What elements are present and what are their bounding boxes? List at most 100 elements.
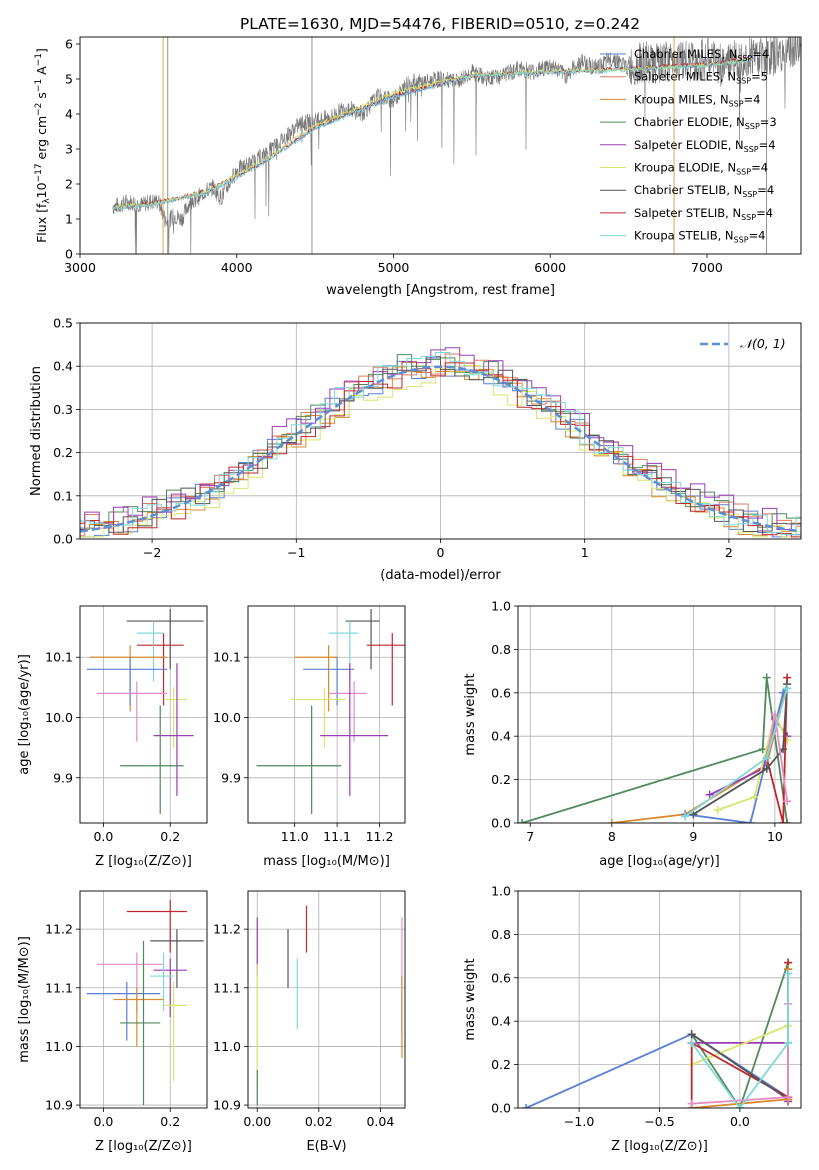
y-tick-label: 11.2 — [45, 922, 73, 937]
x-tick-label: 5000 — [378, 260, 410, 275]
model-line — [112, 56, 754, 210]
x-axis-label: Z [log₁₀(Z/Z⊙)] — [95, 854, 192, 869]
x-axis-label: E(B-V) — [306, 1139, 346, 1154]
y-tick-label: 1.0 — [491, 884, 511, 899]
y-tick-label: 6 — [65, 37, 73, 52]
y-tick-label: 1.0 — [491, 599, 511, 614]
age_vs_mass-panel: 11.0 11.1 11.2 9.9 10.0 10.1 mass [log₁₀(M/M⊙)… — [213, 605, 406, 869]
axes-frame — [79, 322, 802, 540]
x-tick-label: 6000 — [534, 260, 566, 275]
weight-marker — [735, 1104, 744, 1108]
legend-entry: Salpeter MILES, NSSP=5 — [634, 70, 768, 86]
y-tick-label: 0.8 — [491, 642, 511, 657]
y-tick-label: 0.5 — [53, 316, 73, 331]
plots-layer: 3000 4000 5000 6000 7000 0 1 2 3 4 5 6 Chabrier MILE… — [17, 37, 802, 1154]
x-tick-label: 0.00 — [243, 1114, 271, 1129]
legend-entry: Kroupa ELODIE, NSSP=4 — [634, 161, 768, 177]
y-tick-label: 11.0 — [45, 1039, 73, 1054]
weight-marker — [687, 1030, 696, 1039]
weight_vs_Z-panel: −1.0 −0.5 0.0 0.0 0.2 0.4 0.6 0.8 1.0 Z [log₁₀(Z/… — [463, 884, 802, 1154]
errorbar-point — [290, 687, 346, 748]
legend-entry: 𝒩(0, 1) — [740, 336, 786, 351]
residuals-legend: 𝒩(0, 1) — [700, 336, 786, 351]
mass_vs_ebv-panel: 0.00 0.02 0.04 10.9 11.0 11.1 11.2 E(B-V) — [213, 890, 406, 1154]
legend-entry: Chabrier STELIB, NSSP=4 — [634, 183, 774, 199]
y-tick-label: 11.1 — [213, 980, 241, 995]
errorbar-point — [320, 663, 389, 796]
figure-title: PLATE=1630, MJD=54476, FIBERID=0510, z=0… — [240, 15, 640, 33]
x-tick-label: 3000 — [64, 260, 96, 275]
x-axis-label: Z [log₁₀(Z/Z⊙)] — [611, 1139, 708, 1154]
y-tick-label: 4 — [65, 107, 73, 122]
legend-entry: Chabrier MILES, NSSP=4 — [634, 47, 769, 63]
x-axis-label: mass [log₁₀(M/M⊙)] — [263, 854, 390, 869]
axes-frame — [79, 890, 208, 1109]
legend-entry: Kroupa MILES, NSSP=4 — [634, 92, 760, 108]
y-tick-label: 10.1 — [45, 650, 73, 665]
spectrum-panel: 3000 4000 5000 6000 7000 0 1 2 3 4 5 6 Chabrier MILE… — [34, 37, 802, 298]
x-tick-label: 0 — [437, 545, 445, 560]
weight-marker — [758, 745, 767, 754]
x-tick-label: 11.2 — [366, 829, 394, 844]
mass_vs_Z-panel: 0.0 0.2 10.9 11.0 11.1 11.2 Z [log₁₀(Z/Z⊙)] mas… — [17, 890, 208, 1154]
age_vs_mass-data-group — [256, 609, 405, 814]
x-tick-label: 11.0 — [281, 829, 309, 844]
weight-marker — [783, 797, 792, 806]
age_vs_Z-data-group — [86, 609, 204, 814]
y-tick-label: 0.2 — [491, 1057, 511, 1072]
y-tick-label: 0.4 — [491, 1014, 511, 1029]
x-tick-label: 8 — [608, 829, 616, 844]
weight-marker — [750, 792, 759, 801]
errorbar-point — [86, 981, 161, 1041]
y-tick-label: 0.6 — [491, 685, 511, 700]
weight-marker — [784, 1038, 793, 1047]
x-tick-label: −1 — [287, 545, 305, 560]
x-axis-label: (data-model)/error — [380, 568, 501, 583]
weight-marker — [681, 812, 690, 821]
x-tick-label: −1.0 — [564, 1114, 594, 1129]
errorbar-point — [366, 633, 405, 706]
y-tick-label: 0.0 — [491, 1101, 511, 1116]
weight-marker — [522, 1104, 531, 1108]
x-tick-label: 0.0 — [730, 1114, 750, 1129]
spectrum-legend: Chabrier MILES, NSSP=4 Salpeter MILES, NS… — [600, 47, 777, 245]
axes-frame — [517, 890, 802, 1109]
x-tick-label: 0.02 — [305, 1114, 333, 1129]
errorbar-point — [345, 609, 380, 670]
errorbar-point — [328, 621, 359, 682]
x-tick-label: 4000 — [221, 260, 253, 275]
y-tick-label: 10.0 — [213, 710, 241, 725]
errorbar-point — [90, 645, 167, 712]
x-tick-label: 0.2 — [160, 829, 180, 844]
y-tick-label: 1 — [65, 212, 73, 227]
legend-entry: Salpeter ELODIE, NSSP=4 — [634, 138, 776, 154]
gaussian-curve — [80, 365, 801, 533]
y-tick-label: 0.8 — [491, 927, 511, 942]
y-tick-label: 0.2 — [491, 772, 511, 787]
errorbar-point — [120, 705, 184, 814]
errorbar-point — [86, 657, 167, 706]
y-tick-label: 0.2 — [53, 445, 73, 460]
errorbar-point — [328, 681, 367, 742]
x-tick-label: −0.5 — [644, 1114, 674, 1129]
errorbar-point — [136, 621, 164, 682]
y-tick-label: 11.1 — [45, 980, 73, 995]
errorbar-point — [153, 958, 187, 1018]
weight-line — [690, 973, 789, 1108]
x-tick-label: 10 — [767, 829, 783, 844]
y-axis-label: Normed distribution — [29, 366, 44, 496]
histogram-step — [80, 365, 801, 538]
x-tick-label: 0.0 — [93, 829, 113, 844]
weight-marker — [783, 684, 792, 693]
weight_vs_age-panel: 7 8 9 10 0.0 0.2 0.4 0.6 0.8 1.0 age [log₁₀(age/yr… — [463, 599, 802, 869]
x-tick-label: 0.2 — [160, 1114, 180, 1129]
errorbar-point — [96, 952, 164, 1012]
errorbar-point — [163, 687, 187, 748]
weight_vs_Z-data-group — [522, 958, 793, 1108]
x-axis-label: wavelength [Angstrom, rest frame] — [326, 283, 555, 298]
histogram-step — [80, 347, 801, 531]
y-tick-label: 0.1 — [53, 488, 73, 503]
weight-marker — [770, 710, 779, 719]
weight-marker — [784, 969, 793, 978]
y-tick-label: 0.3 — [53, 402, 73, 417]
